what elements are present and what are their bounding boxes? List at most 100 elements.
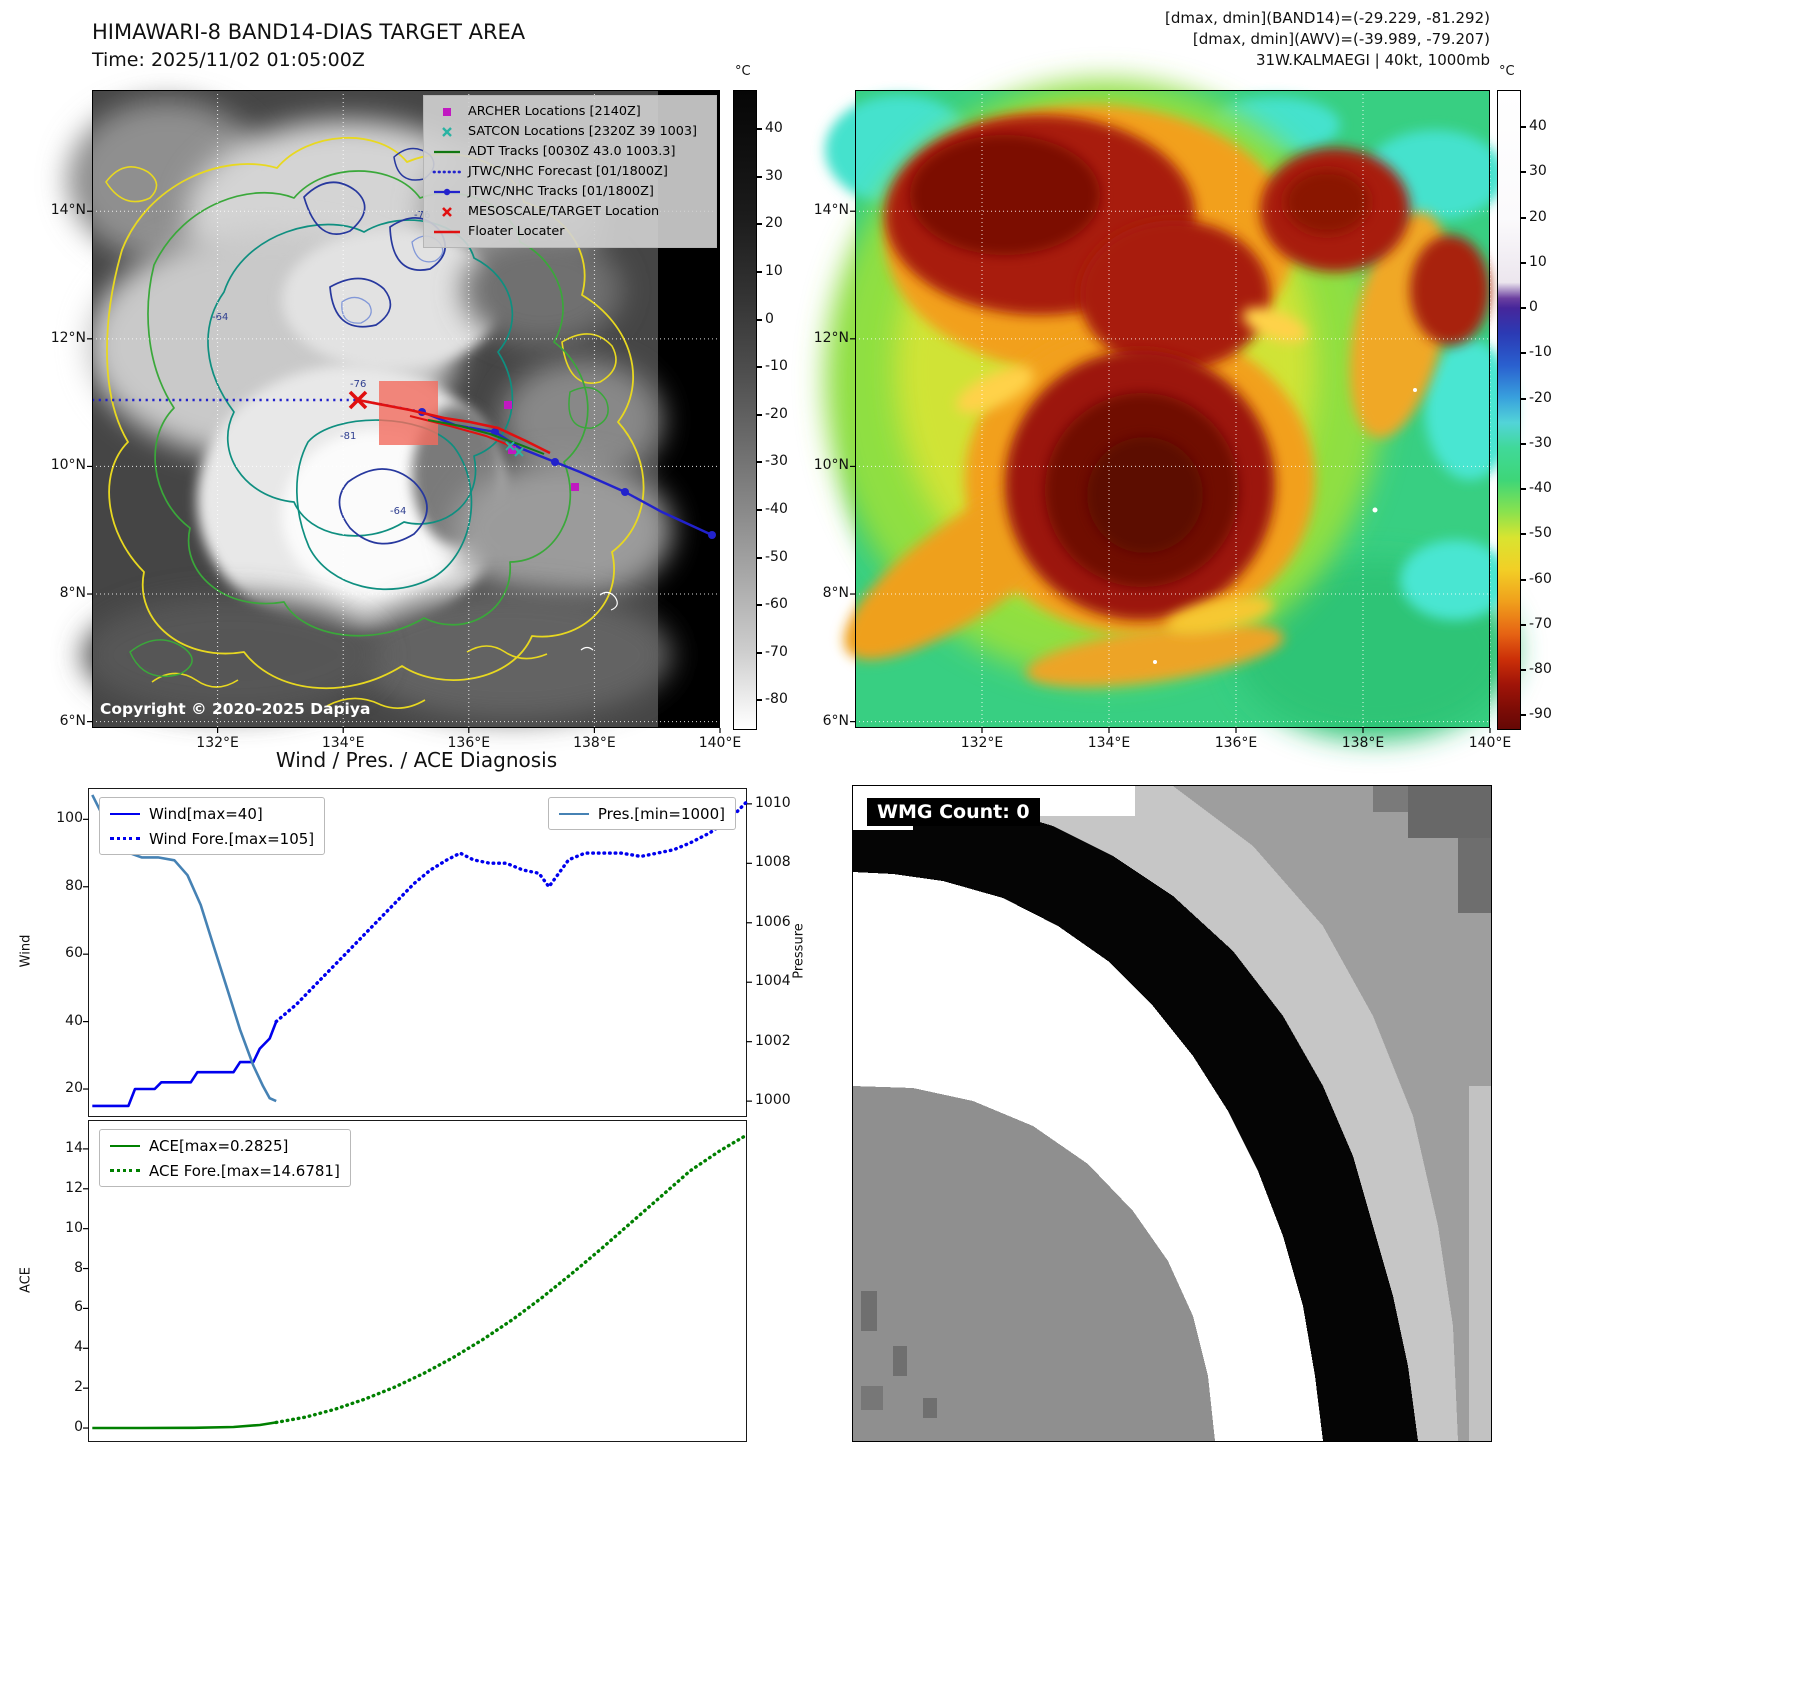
y-tick-label-right: 1010	[755, 794, 791, 811]
dmax-dmin-awv-line: [dmax, dmin](AWV)=(-39.989, -79.207)	[1192, 30, 1490, 48]
legend-item: ARCHER Locations [2140Z]	[432, 102, 708, 121]
wmg-panel: WMG Count: 0	[852, 785, 1492, 1442]
pressure-axis-label: Pressure	[791, 923, 807, 979]
lon-tick-label: 132°E	[960, 735, 1004, 751]
mesoscale-target-marker	[348, 390, 368, 410]
colorbar-tick-mark	[757, 461, 762, 464]
lon-tick-label: 134°E	[1087, 735, 1131, 751]
colorbar-tick-mark	[757, 318, 762, 321]
wind-forecast-line-icon	[110, 837, 140, 840]
colorbar-tick-mark	[1521, 533, 1526, 536]
lat-tick-label: 8°N	[59, 585, 86, 602]
colorbar-tick-mark	[757, 604, 762, 607]
colorbar-tick-label: 0	[1529, 299, 1538, 316]
wmg-pixel-noise	[893, 1346, 907, 1376]
lat-tick-label: 12°N	[50, 329, 86, 346]
awv-header: [dmax, dmin](BAND14)=(-29.229, -81.292) …	[1165, 8, 1490, 71]
colorbar-tick-label: -60	[765, 596, 788, 613]
legend-item: JTWC/NHC Forecast [01/1800Z]	[432, 162, 708, 181]
colorbar-tick-mark	[1521, 397, 1526, 400]
colorbar-tick-label: 0	[765, 310, 774, 327]
legend-item: Floater Locater	[432, 222, 708, 241]
colorbar-tick-label: 10	[1529, 253, 1547, 270]
colorbar-tick-mark	[757, 128, 762, 131]
band14-time: Time: 2025/11/02 01:05:00Z	[92, 49, 365, 71]
colorbar-tick-mark	[757, 366, 762, 369]
colorbar-tick-mark	[1521, 578, 1526, 581]
lon-tick-label: 138°E	[573, 735, 616, 751]
diagnosis-title: Wind / Pres. / ACE Diagnosis	[275, 748, 558, 772]
pressure-legend: Pres.[min=1000]	[547, 797, 736, 830]
colorbar-tick-mark	[757, 556, 762, 559]
band14-colorbar-unit: °C	[735, 64, 751, 79]
colorbar-tick-label: -20	[765, 405, 788, 422]
map-frame	[92, 90, 720, 728]
y-tick-label: 14	[65, 1139, 83, 1156]
dmax-dmin-band14-line: [dmax, dmin](BAND14)=(-29.229, -81.292)	[1165, 9, 1490, 27]
y-tick-label: 100	[56, 810, 83, 827]
wmg-pixel-noise	[923, 1398, 937, 1418]
ace-plot	[83, 1133, 748, 1430]
colorbar-tick-mark	[1521, 442, 1526, 445]
teal-x-icon	[432, 125, 464, 139]
y-tick-label: 40	[65, 1012, 83, 1029]
y-tick-label-right: 1004	[755, 973, 791, 990]
legend-label: Floater Locater	[468, 224, 565, 239]
green-line-icon	[432, 145, 464, 159]
pressure-line-icon	[558, 812, 589, 815]
colorbar-tick-mark	[1521, 352, 1526, 355]
lon-tick-label: 140°E	[1468, 735, 1512, 751]
contour-labels: -64 -76 -81 -64 -76	[212, 210, 430, 517]
colorbar-tick-label: -10	[1529, 344, 1552, 361]
colorbar-tick-label: 30	[1529, 163, 1547, 180]
wmg-dark-patch	[1408, 786, 1491, 838]
wmg-white-band	[853, 872, 1323, 1441]
colorbar-tick-label: -50	[1529, 525, 1552, 542]
target-area-box	[379, 381, 438, 445]
wmg-pixel-noise	[861, 1386, 883, 1410]
svg-text:-64: -64	[390, 506, 406, 517]
colorbar-tick-mark	[1521, 126, 1526, 129]
lat-tick-label: 14°N	[50, 202, 86, 219]
red-line-icon	[432, 225, 464, 239]
ace-forecast-line-icon	[110, 1169, 140, 1172]
y-tick-label: 60	[65, 945, 83, 962]
colorbar-tick-label: -70	[1529, 615, 1552, 632]
colorbar-tick-label: -80	[1529, 661, 1552, 678]
y-tick-label: 6	[74, 1299, 83, 1316]
colorbar-tick-label: 40	[765, 120, 783, 137]
svg-text:-64: -64	[212, 312, 228, 323]
colorbar-tick-label: 10	[765, 262, 783, 279]
wind-line-icon	[110, 812, 140, 815]
legend-label: MESOSCALE/TARGET Location	[468, 204, 660, 219]
colorbar-tick-label: -70	[765, 643, 788, 660]
lat-tick-label: 8°N	[822, 585, 849, 602]
colorbar-tick-mark	[757, 413, 762, 416]
legend-item: Wind[max=40]	[110, 803, 314, 824]
copyright-text: Copyright © 2020-2025 Dapiya	[100, 700, 371, 718]
svg-text:-76: -76	[350, 379, 366, 390]
legend-item: JTWC/NHC Tracks [01/1800Z]	[432, 182, 708, 201]
colorbar-tick-label: -20	[1529, 389, 1552, 406]
awv-colorbar-unit: °C	[1499, 64, 1515, 79]
y-tick-label: 8	[74, 1259, 83, 1276]
svg-text:-81: -81	[340, 431, 356, 442]
colorbar-tick-mark	[757, 699, 762, 702]
map-frame	[855, 90, 1490, 728]
lon-tick-label: 140°E	[698, 735, 742, 751]
wmg-inner-gray	[853, 1086, 1215, 1441]
svg-text:-76: -76	[414, 210, 430, 221]
lat-tick-label: 12°N	[813, 329, 849, 346]
colorbar-tick-mark	[1521, 714, 1526, 717]
band14-colorbar: 40 30 20 10 0 -10 -20 -30 -40 -50 -60 -70 -80	[733, 90, 788, 730]
ace-line-icon	[110, 1144, 140, 1147]
colorbar-tick-label: -50	[765, 548, 788, 565]
wmg-image	[853, 786, 1491, 1441]
colorbar-tick-label: 20	[1529, 208, 1547, 225]
colorbar-tick-mark	[757, 175, 762, 178]
colorbar-tick-mark	[757, 223, 762, 226]
colorbar-tick-label: 30	[765, 167, 783, 184]
legend-item: ADT Tracks [0030Z 43.0 1003.3]	[432, 142, 708, 161]
y-tick-label-right: 1002	[755, 1032, 791, 1049]
red-x-icon	[432, 205, 464, 219]
